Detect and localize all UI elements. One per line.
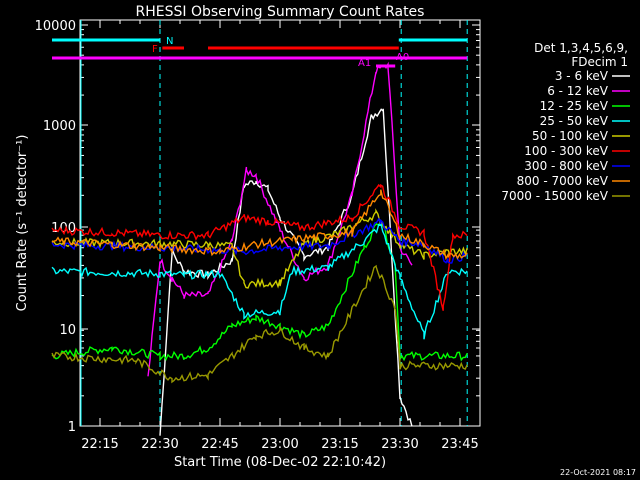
x-axis: 22:15 22:30 22:45 23:00 23:15 23:30 23:45 bbox=[79, 20, 481, 452]
series-line bbox=[147, 61, 413, 377]
x-tick-label: 23:15 bbox=[321, 437, 358, 452]
flag-bars: NF A1 A0 bbox=[52, 36, 468, 69]
x-tick-label: 23:45 bbox=[441, 437, 478, 452]
flag-label-n: N bbox=[166, 36, 173, 47]
flag-label-a1: A1 bbox=[358, 58, 371, 69]
y-axis: 1 10 100 1000 10000 bbox=[35, 19, 480, 435]
y-tick-label: 1000 bbox=[43, 119, 76, 134]
y-tick-label: 10000 bbox=[35, 19, 76, 34]
x-tick-label: 22:30 bbox=[141, 437, 178, 452]
legend-entry-label: 300 - 800 keV bbox=[524, 159, 608, 173]
legend-entry-label: 50 - 100 keV bbox=[532, 129, 609, 143]
legend-entry-label: 25 - 50 keV bbox=[540, 114, 609, 128]
flag-label-a0: A0 bbox=[396, 52, 409, 63]
series-line bbox=[51, 217, 468, 264]
footer-timestamp: 22-Oct-2021 08:17 bbox=[560, 468, 636, 477]
y-tick-label: 10 bbox=[59, 323, 76, 338]
x-tick-label: 22:15 bbox=[81, 437, 118, 452]
x-axis-label: Start Time (08-Dec-02 22:10:42) bbox=[174, 455, 386, 470]
x-tick-label: 23:30 bbox=[381, 437, 418, 452]
flag-label-f: F bbox=[152, 44, 158, 55]
series-lines bbox=[51, 61, 468, 436]
x-tick-label: 22:45 bbox=[201, 437, 238, 452]
legend-entry-label: 7000 - 15000 keV bbox=[501, 189, 608, 203]
y-tick-label: 100 bbox=[51, 221, 76, 236]
series-line bbox=[51, 222, 468, 340]
chart-title: RHESSI Observing Summary Count Rates bbox=[136, 4, 425, 20]
series-line bbox=[51, 183, 468, 311]
series-line bbox=[51, 219, 468, 362]
x-tick-label: 23:00 bbox=[261, 437, 298, 452]
legend-entry-label: 6 - 12 keV bbox=[547, 84, 609, 98]
series-line bbox=[51, 264, 468, 384]
legend-entry-label: 100 - 300 keV bbox=[524, 144, 608, 158]
y-tick-label: 1 bbox=[68, 420, 76, 435]
legend-entry-label: 12 - 25 keV bbox=[540, 99, 609, 113]
legend-entry-label: 3 - 6 keV bbox=[555, 69, 609, 83]
legend-title-line1: Det 1,3,4,5,6,9, bbox=[534, 41, 628, 55]
y-axis-label: Count Rate (s⁻¹ detector⁻¹) bbox=[15, 135, 30, 312]
legend-title-line2: FDecim 1 bbox=[571, 55, 628, 69]
series-line bbox=[51, 189, 468, 261]
series-line bbox=[51, 208, 468, 289]
legend-entry-label: 800 - 7000 keV bbox=[517, 174, 609, 188]
